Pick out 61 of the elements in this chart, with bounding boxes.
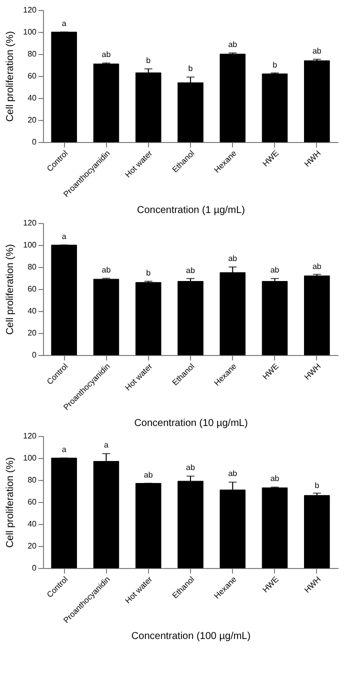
- bar: [262, 487, 288, 568]
- bar: [135, 282, 162, 356]
- bar: [93, 278, 120, 356]
- bar: [135, 72, 162, 142]
- bar: [51, 458, 77, 568]
- y-tick-label: 0: [32, 138, 38, 146]
- annotation: ab: [270, 474, 280, 484]
- annotation: ab: [102, 50, 112, 60]
- bar: [220, 54, 246, 142]
- y-axis-title: Cell proliferation (%): [5, 457, 16, 548]
- annotation: b: [314, 480, 320, 490]
- annotation: ab: [186, 266, 196, 276]
- annotation: b: [272, 60, 278, 70]
- annotation: ab: [312, 262, 322, 271]
- y-tick-label: 120: [23, 432, 38, 440]
- bar: [262, 74, 288, 142]
- y-tick-label: 100: [23, 28, 38, 36]
- y-tick-label: 80: [28, 476, 38, 484]
- annotation: ab: [312, 46, 322, 56]
- y-tick-label: 40: [28, 520, 38, 528]
- y-tick-label: 20: [28, 542, 38, 550]
- y-tick-label: 20: [28, 328, 38, 338]
- annotation: ab: [270, 266, 280, 275]
- annotation: ab: [228, 40, 238, 49]
- y-tick-label: 100: [23, 454, 38, 462]
- y-tick-label: 60: [28, 284, 38, 294]
- y-tick-label: 0: [32, 350, 38, 360]
- y-tick-label: 120: [23, 6, 38, 14]
- bar: [135, 483, 162, 568]
- annotation: ab: [186, 463, 196, 472]
- annotation: ab: [144, 470, 154, 480]
- bar: [304, 60, 330, 142]
- x-axis-title: Concentration (1 µg/mL): [136, 204, 246, 216]
- annotation: b: [146, 56, 152, 65]
- y-tick-label: 80: [28, 262, 38, 272]
- bar: [93, 64, 120, 142]
- y-tick-label: 20: [28, 116, 38, 124]
- x-axis-title: Concentration (100 µg/mL): [131, 630, 251, 642]
- annotation: ab: [102, 265, 112, 274]
- bar: [51, 244, 77, 356]
- y-tick-label: 80: [28, 50, 38, 58]
- y-tick-label: 40: [28, 306, 38, 316]
- y-tick-label: 60: [28, 72, 38, 80]
- annotation: b: [146, 268, 152, 278]
- annotation: a: [62, 232, 67, 241]
- annotation: b: [188, 64, 194, 74]
- y-tick-label: 120: [23, 218, 38, 228]
- annotation: a: [62, 445, 67, 454]
- y-axis-title: Cell proliferation (%): [5, 244, 16, 335]
- bar: [51, 32, 77, 142]
- y-tick-label: 60: [28, 498, 38, 506]
- x-axis-title: Concentration (10 µg/mL): [134, 418, 248, 429]
- annotation: ab: [228, 469, 238, 478]
- annotation: ab: [228, 254, 238, 263]
- y-tick-label: 0: [32, 564, 38, 572]
- y-tick-label: 100: [23, 240, 38, 250]
- annotation: a: [104, 440, 109, 450]
- y-axis-title: Cell proliferation (%): [5, 31, 16, 122]
- annotation: a: [62, 19, 67, 28]
- y-tick-label: 40: [28, 94, 38, 102]
- bar: [178, 480, 204, 568]
